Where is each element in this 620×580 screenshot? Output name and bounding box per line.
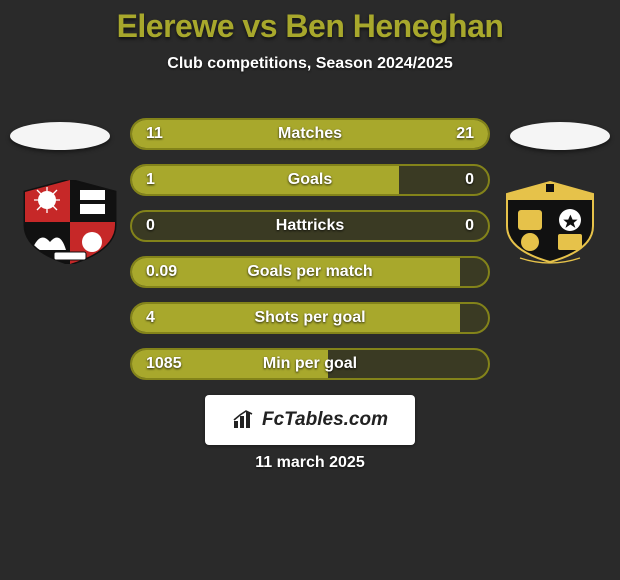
stat-category: Matches	[278, 125, 342, 143]
stat-value-left: 1085	[146, 355, 182, 373]
stat-row-hattricks: 0 Hattricks 0	[130, 210, 490, 242]
stat-value-right: 21	[456, 125, 474, 143]
stat-row-matches: 11 Matches 21	[130, 118, 490, 150]
stat-value-right: 0	[465, 217, 474, 235]
fctables-label: FcTables.com	[262, 409, 388, 431]
stat-category: Shots per goal	[254, 309, 365, 327]
fctables-watermark: FcTables.com	[205, 395, 415, 445]
subtitle: Club competitions, Season 2024/2025	[0, 55, 620, 73]
club-badge-left	[20, 180, 120, 264]
stat-category: Goals	[288, 171, 332, 189]
stat-row-goals: 1 Goals 0	[130, 164, 490, 196]
club-badge-right	[500, 180, 600, 264]
stat-row-goals-per-match: 0.09 Goals per match	[130, 256, 490, 288]
player-photo-left	[10, 122, 110, 150]
stat-category: Goals per match	[247, 263, 372, 281]
stat-value-left: 4	[146, 309, 155, 327]
stat-value-left: 11	[146, 125, 163, 143]
page-title: Elerewe vs Ben Heneghan	[0, 8, 620, 45]
stat-category: Min per goal	[263, 355, 357, 373]
stat-value-left: 0	[146, 217, 155, 235]
stat-category: Hattricks	[276, 217, 344, 235]
player-photo-right	[510, 122, 610, 150]
stat-row-min-per-goal: 1085 Min per goal	[130, 348, 490, 380]
stat-row-shots-per-goal: 4 Shots per goal	[130, 302, 490, 334]
stat-value-right: 0	[465, 171, 474, 189]
stat-value-left: 0.09	[146, 263, 177, 281]
generated-date: 11 march 2025	[255, 454, 364, 472]
stat-bar-left	[132, 166, 399, 194]
stat-value-left: 1	[146, 171, 155, 189]
